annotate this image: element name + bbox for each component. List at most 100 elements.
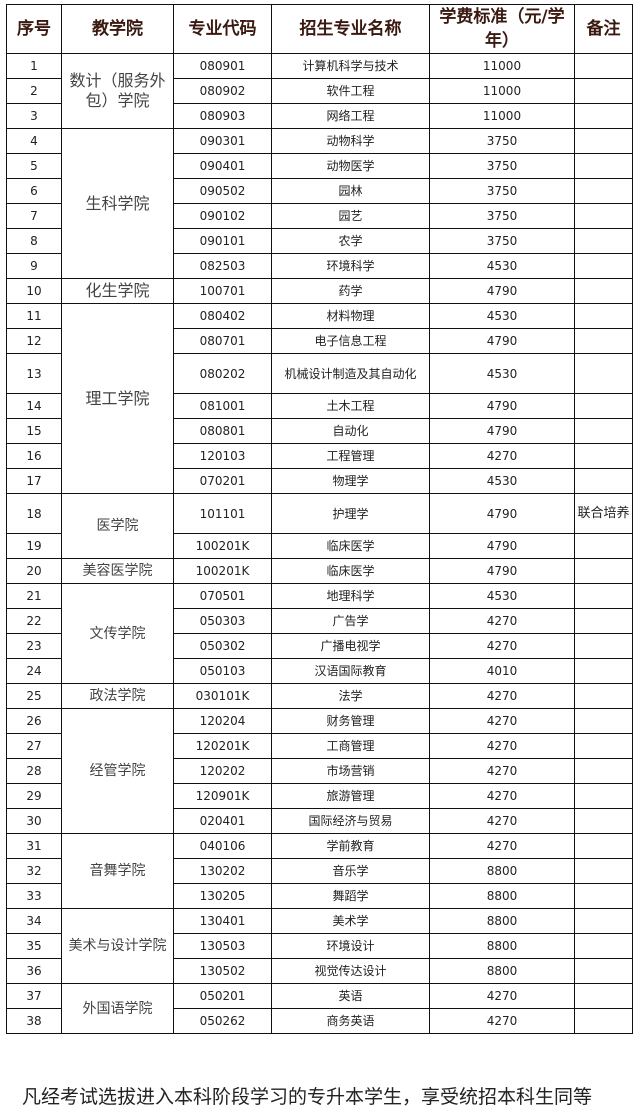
major-code: 120202 — [173, 758, 272, 784]
remarks — [574, 128, 633, 154]
major-name: 音乐学 — [271, 858, 430, 884]
table-row: 23 050302 广播电视学 4270 — [6, 633, 633, 659]
tuition-fee: 3750 — [429, 178, 575, 204]
remarks — [574, 858, 633, 884]
tuition-fee: 4270 — [429, 833, 575, 859]
table-header-row: 序号 教学院 专业代码 招生专业名称 学费标准（元/学年） 备注 — [6, 4, 633, 54]
major-name: 地理科学 — [271, 583, 430, 609]
row-index: 12 — [6, 328, 62, 354]
tuition-fee: 4270 — [429, 1008, 575, 1034]
tuition-fee: 4790 — [429, 493, 575, 534]
major-code: 050302 — [173, 633, 272, 659]
remarks — [574, 958, 633, 984]
major-code: 130202 — [173, 858, 272, 884]
table-row: 35 130503 环境设计 8800 — [6, 933, 633, 959]
remarks — [574, 153, 633, 179]
tuition-fee: 4790 — [429, 558, 575, 584]
remarks — [574, 443, 633, 469]
major-name: 工程管理 — [271, 443, 430, 469]
major-name: 计算机科学与技术 — [271, 53, 430, 79]
row-index: 30 — [6, 808, 62, 834]
major-code: 050262 — [173, 1008, 272, 1034]
major-code: 020401 — [173, 808, 272, 834]
row-index: 37 — [6, 983, 62, 1009]
tuition-fee: 4270 — [429, 758, 575, 784]
remarks — [574, 303, 633, 329]
tuition-fee: 4790 — [429, 278, 575, 304]
header-major-code: 专业代码 — [173, 4, 272, 54]
major-name: 广告学 — [271, 608, 430, 634]
major-code: 101101 — [173, 493, 272, 534]
row-index: 20 — [6, 558, 62, 584]
tuition-fee: 4530 — [429, 353, 575, 394]
table-row: 38 050262 商务英语 4270 — [6, 1008, 633, 1034]
remarks — [574, 708, 633, 734]
major-name: 物理学 — [271, 468, 430, 494]
tuition-fee: 4270 — [429, 808, 575, 834]
major-name: 药学 — [271, 278, 430, 304]
tuition-fee: 4790 — [429, 418, 575, 444]
remarks — [574, 418, 633, 444]
row-index: 33 — [6, 883, 62, 909]
row-index: 23 — [6, 633, 62, 659]
row-index: 14 — [6, 393, 62, 419]
remarks — [574, 228, 633, 254]
row-index: 3 — [6, 103, 62, 129]
table-row: 30 020401 国际经济与贸易 4270 — [6, 808, 633, 834]
remarks — [574, 53, 633, 79]
remarks — [574, 1008, 633, 1034]
remarks — [574, 758, 633, 784]
major-code: 080901 — [173, 53, 272, 79]
table-row: 36 130502 视觉传达设计 8800 — [6, 958, 633, 984]
tuition-fee: 8800 — [429, 933, 575, 959]
major-code: 100701 — [173, 278, 272, 304]
row-index: 34 — [6, 908, 62, 934]
row-index: 26 — [6, 708, 62, 734]
row-index: 32 — [6, 858, 62, 884]
table-row: 14 081001 土木工程 4790 — [6, 393, 633, 419]
major-name: 农学 — [271, 228, 430, 254]
remarks — [574, 353, 633, 394]
row-index: 28 — [6, 758, 62, 784]
tuition-fee: 11000 — [429, 78, 575, 104]
remarks — [574, 278, 633, 304]
tuition-fee: 4270 — [429, 608, 575, 634]
tuition-fee: 4790 — [429, 328, 575, 354]
tuition-fee: 8800 — [429, 958, 575, 984]
major-code: 130205 — [173, 883, 272, 909]
remarks — [574, 658, 633, 684]
header-remarks: 备注 — [574, 4, 633, 54]
table-row: 20 美容医学院 100201K 临床医学 4790 — [6, 558, 633, 584]
table-row: 34 美术与设计学院 130401 美术学 8800 — [6, 908, 633, 984]
college-cell: 理工学院 — [61, 303, 174, 494]
major-name: 动物科学 — [271, 128, 430, 154]
row-index: 31 — [6, 833, 62, 859]
major-code: 130401 — [173, 908, 272, 934]
major-name: 舞蹈学 — [271, 883, 430, 909]
major-name: 法学 — [271, 683, 430, 709]
major-code: 050303 — [173, 608, 272, 634]
tuition-fee: 4270 — [429, 733, 575, 759]
major-name: 汉语国际教育 — [271, 658, 430, 684]
remarks — [574, 883, 633, 909]
major-code: 090301 — [173, 128, 272, 154]
row-index: 10 — [6, 278, 62, 304]
table-row: 18 医学院 101101 护理学 4790 联合培养 — [6, 493, 633, 559]
tuition-fee: 8800 — [429, 908, 575, 934]
row-index: 18 — [6, 493, 62, 534]
tuition-fee: 4530 — [429, 253, 575, 279]
table-row: 11 理工学院 080402 材料物理 4530 — [6, 303, 633, 494]
tuition-fee: 4530 — [429, 468, 575, 494]
major-code: 080402 — [173, 303, 272, 329]
major-code: 030101K — [173, 683, 272, 709]
tuition-fee: 4270 — [429, 443, 575, 469]
tuition-fee: 3750 — [429, 203, 575, 229]
table-row: 33 130205 舞蹈学 8800 — [6, 883, 633, 909]
tuition-fee: 3750 — [429, 228, 575, 254]
table-row: 24 050103 汉语国际教育 4010 — [6, 658, 633, 684]
table-row: 22 050303 广告学 4270 — [6, 608, 633, 634]
remarks — [574, 833, 633, 859]
table-row: 8 090101 农学 3750 — [6, 228, 633, 254]
table-row: 29 120901K 旅游管理 4270 — [6, 783, 633, 809]
remarks — [574, 203, 633, 229]
